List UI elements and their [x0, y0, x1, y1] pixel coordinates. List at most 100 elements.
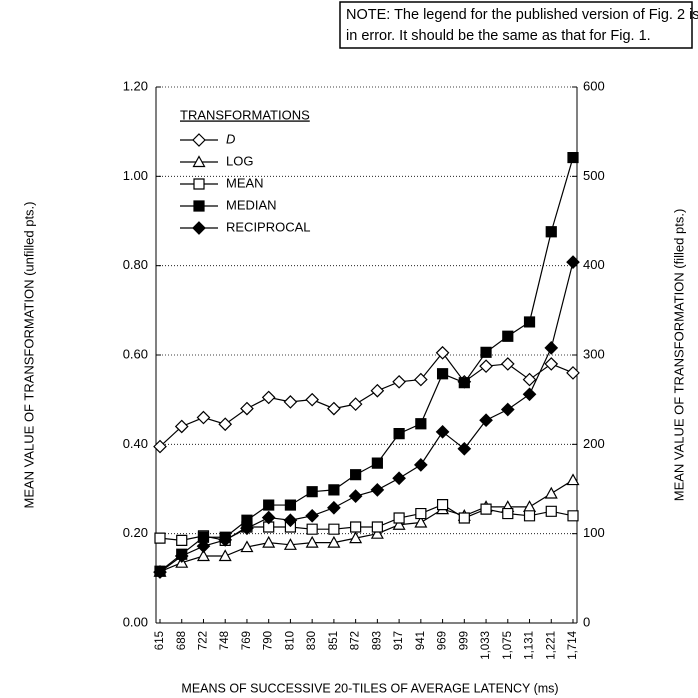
marker: [176, 534, 188, 546]
marker: [283, 395, 298, 409]
marker: [393, 428, 405, 440]
legend-label: MEAN: [226, 175, 264, 190]
marker: [500, 357, 515, 371]
marker: [240, 401, 254, 416]
marker: [413, 372, 428, 387]
marker: [413, 458, 428, 472]
legend-label: D: [226, 131, 235, 146]
marker: [370, 383, 385, 398]
x-tick-label: 769: [241, 631, 253, 650]
marker: [392, 517, 406, 530]
marker: [262, 535, 276, 548]
y-tick-label: 0.40: [123, 436, 148, 451]
marker: [479, 359, 493, 374]
legend-marker: [193, 200, 205, 212]
marker: [263, 499, 275, 511]
marker: [392, 374, 406, 389]
marker: [328, 523, 340, 535]
marker: [502, 507, 514, 520]
y2-tick-label: 0: [583, 614, 590, 629]
marker: [306, 486, 318, 498]
marker: [393, 512, 405, 524]
marker: [500, 402, 515, 417]
marker: [349, 531, 363, 544]
marker: [523, 316, 536, 328]
marker: [261, 390, 276, 405]
marker: [544, 357, 559, 371]
legend-label: RECIPROCAL: [226, 219, 311, 234]
legend-label: LOG: [226, 153, 253, 168]
marker: [218, 417, 233, 432]
y2-tick-label: 300: [583, 346, 605, 361]
marker: [240, 521, 254, 536]
y2-tick-label: 500: [583, 168, 605, 183]
marker: [154, 532, 166, 544]
marker: [566, 255, 580, 269]
marker: [480, 503, 492, 515]
marker: [436, 499, 449, 511]
y2-tick-label: 600: [583, 78, 605, 93]
marker: [350, 469, 362, 481]
marker: [348, 397, 363, 411]
marker: [284, 499, 297, 511]
marker: [523, 510, 536, 522]
marker: [196, 410, 211, 425]
x-axis-label: MEANS OF SUCCESSIVE 20-TILES OF AVERAGE …: [181, 681, 558, 695]
marker: [153, 439, 167, 454]
y-tick-label: 0.00: [123, 614, 148, 629]
y-tick-label: 0.60: [123, 346, 148, 361]
marker: [240, 540, 254, 553]
x-tick-label: 941: [415, 631, 427, 650]
y2-tick-label: 200: [583, 436, 605, 451]
x-tick-label: 790: [263, 631, 275, 650]
marker: [435, 345, 450, 360]
marker: [458, 377, 470, 389]
marker: [350, 521, 362, 533]
legend-marker: [192, 155, 206, 168]
marker: [283, 513, 298, 528]
marker: [567, 510, 579, 522]
x-tick-label: 1,221: [545, 631, 557, 660]
note-box: [339, 1, 693, 49]
y2-axis-label: MEAN VALUE OF TRANSFORMATION (filled pts…: [671, 209, 686, 502]
marker: [566, 366, 580, 380]
x-tick-label: 748: [219, 631, 231, 650]
marker: [196, 549, 210, 562]
marker: [197, 531, 210, 543]
legend-marker: [192, 133, 206, 147]
y-axis-label: MEAN VALUE OF TRANSFORMATION (unfilled p…: [21, 202, 36, 509]
marker: [218, 533, 233, 547]
marker: [306, 523, 318, 535]
marker: [457, 441, 472, 456]
marker: [305, 535, 319, 548]
y2-tick-label: 400: [583, 257, 605, 272]
marker: [328, 484, 340, 496]
marker: [479, 413, 493, 428]
marker: [371, 457, 383, 469]
marker: [283, 538, 297, 550]
marker: [392, 471, 406, 486]
marker: [218, 549, 232, 562]
marker: [545, 505, 557, 517]
x-tick-label: 917: [393, 631, 405, 650]
y2-tick-label: 100: [583, 525, 605, 540]
marker: [371, 521, 383, 533]
marker: [436, 368, 449, 380]
marker: [458, 512, 470, 524]
x-tick-label: 1,075: [502, 631, 514, 660]
marker: [566, 473, 580, 486]
x-tick-label: 1,033: [480, 631, 492, 660]
marker: [348, 489, 363, 503]
marker: [327, 500, 341, 515]
legend-label: MEDIAN: [226, 197, 277, 212]
note-line: in error. It should be the same as that …: [346, 28, 651, 44]
legend-marker: [193, 178, 205, 190]
y-tick-label: 1.00: [123, 168, 148, 183]
marker: [261, 510, 276, 525]
x-tick-label: 872: [350, 631, 362, 650]
marker: [545, 226, 557, 238]
x-tick-label: 688: [176, 631, 188, 650]
marker: [567, 151, 579, 164]
x-tick-label: 810: [284, 631, 296, 650]
